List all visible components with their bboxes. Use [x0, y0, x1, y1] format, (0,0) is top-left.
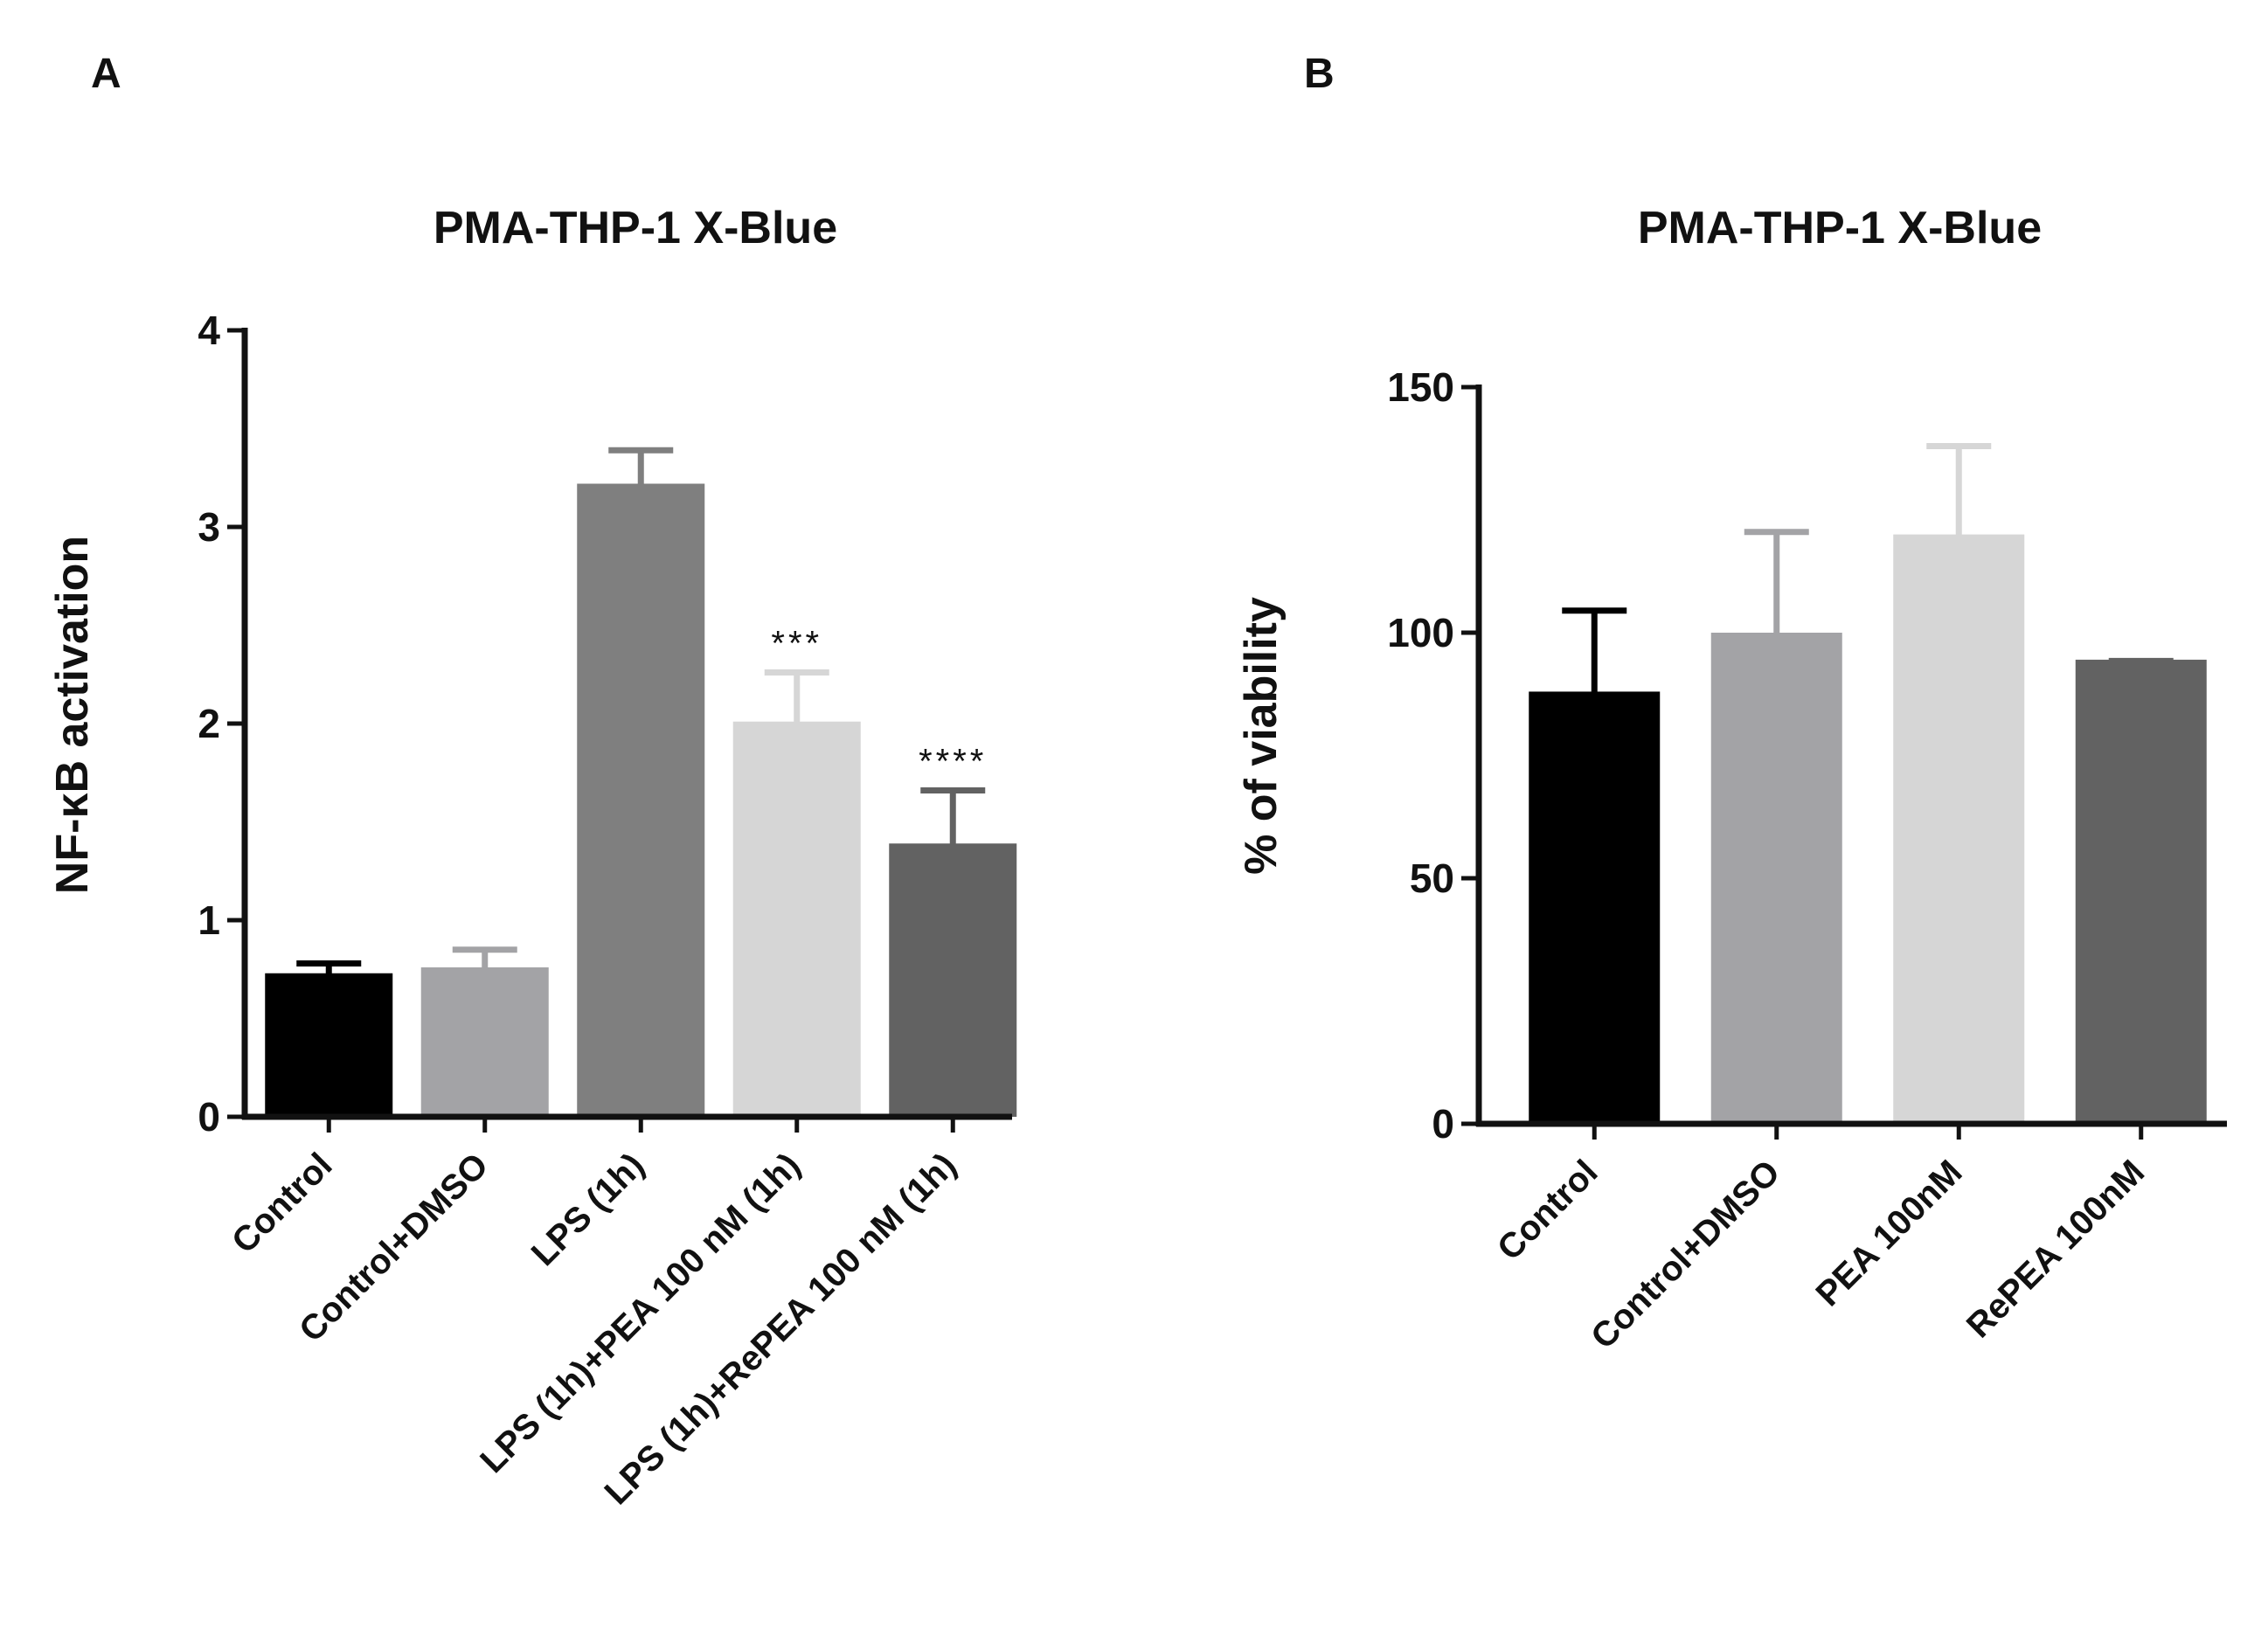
x-tick-label: Control — [1490, 1153, 1606, 1268]
bar — [732, 721, 861, 1117]
y-tick-label: 0 — [198, 1094, 220, 1140]
panel-b-y-axis-title: % of viability — [1236, 597, 1287, 875]
panel-a-title: PMA-THP-1 X-Blue — [433, 203, 837, 253]
bar — [265, 973, 393, 1117]
panel-a-significance: ******* — [771, 625, 987, 781]
y-tick-label: 50 — [1410, 856, 1454, 901]
bar — [1529, 691, 1661, 1124]
panel-a-axes — [227, 328, 1012, 1133]
panel-b-chart: B PMA-THP-1 X-Blue % of viability 0 50 100… — [1236, 51, 2227, 1356]
panel-a-chart: A PMA-THP-1 X-Blue NF-κB activation 0 1 2 3… — [47, 51, 1017, 1512]
panel-a-error-bars — [296, 447, 986, 975]
y-tick-label: 100 — [1387, 610, 1454, 655]
bar — [2075, 659, 2207, 1124]
x-tick-label: PEA 100nM — [1809, 1153, 1970, 1313]
panel-b-axes — [1461, 385, 2227, 1140]
panel-a-y-axis-title: NF-κB activation — [47, 536, 98, 894]
significance-label: **** — [919, 743, 987, 781]
x-tick-label: LPS (1h) — [524, 1146, 652, 1273]
panel-b-y-ticks: 0 50 100 150 — [1387, 364, 1454, 1147]
bar — [1893, 534, 2025, 1124]
panel-b-bars — [1529, 534, 2207, 1124]
y-tick-label: 150 — [1387, 364, 1454, 410]
panel-letter-b: B — [1304, 51, 1335, 97]
bar — [420, 967, 549, 1117]
panel-a-y-ticks: 0 1 2 3 4 — [198, 308, 220, 1140]
x-tick-label: RePEA 100nM — [1959, 1153, 2152, 1345]
panel-a-bars — [265, 483, 1017, 1117]
y-tick-label: 4 — [198, 308, 220, 353]
x-tick-label: LPS (1h)+RePEA 100 nM (1h) — [598, 1146, 964, 1512]
panel-b-error-bars — [1562, 442, 2174, 694]
panel-b-title: PMA-THP-1 X-Blue — [1638, 203, 2042, 253]
bar — [1710, 633, 1842, 1124]
y-tick-label: 2 — [198, 701, 220, 746]
y-tick-label: 3 — [198, 504, 220, 550]
y-tick-label: 1 — [198, 897, 220, 943]
panel-letter-a: A — [91, 51, 121, 97]
bar — [577, 483, 705, 1117]
x-tick-label: Control — [225, 1146, 340, 1261]
x-tick-label: LPS (1h)+PEA 100 nM (1h) — [473, 1146, 808, 1480]
x-tick-label: Control+DMSO — [1584, 1153, 1787, 1356]
significance-label: *** — [771, 625, 822, 663]
bar — [889, 843, 1017, 1117]
y-tick-label: 0 — [1432, 1101, 1454, 1147]
